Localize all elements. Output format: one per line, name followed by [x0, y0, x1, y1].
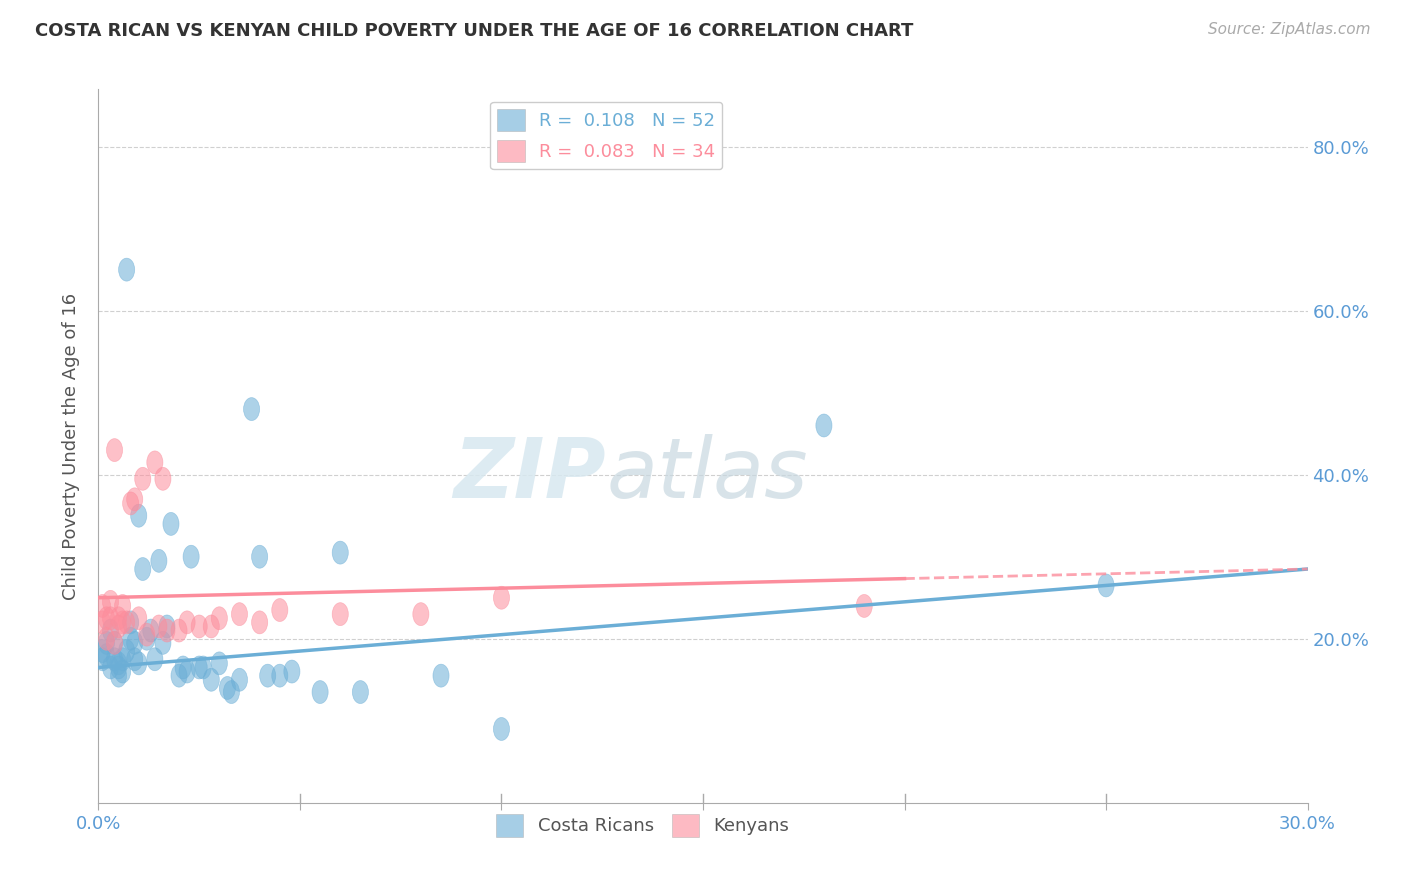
Ellipse shape — [94, 594, 111, 617]
Ellipse shape — [413, 603, 429, 625]
Ellipse shape — [146, 451, 163, 474]
Ellipse shape — [159, 615, 174, 638]
Ellipse shape — [122, 491, 139, 515]
Ellipse shape — [252, 545, 267, 568]
Ellipse shape — [155, 467, 172, 491]
Ellipse shape — [114, 660, 131, 683]
Text: Source: ZipAtlas.com: Source: ZipAtlas.com — [1208, 22, 1371, 37]
Ellipse shape — [135, 558, 150, 581]
Ellipse shape — [252, 611, 267, 634]
Ellipse shape — [111, 607, 127, 630]
Ellipse shape — [211, 652, 228, 675]
Ellipse shape — [111, 652, 127, 675]
Ellipse shape — [135, 467, 150, 491]
Ellipse shape — [118, 258, 135, 281]
Ellipse shape — [159, 619, 174, 642]
Ellipse shape — [98, 644, 114, 666]
Ellipse shape — [271, 665, 288, 687]
Ellipse shape — [183, 545, 200, 568]
Ellipse shape — [204, 615, 219, 638]
Ellipse shape — [122, 627, 139, 650]
Text: ZIP: ZIP — [454, 434, 606, 515]
Ellipse shape — [224, 681, 239, 704]
Ellipse shape — [191, 615, 207, 638]
Ellipse shape — [107, 632, 122, 655]
Text: COSTA RICAN VS KENYAN CHILD POVERTY UNDER THE AGE OF 16 CORRELATION CHART: COSTA RICAN VS KENYAN CHILD POVERTY UNDE… — [35, 22, 914, 40]
Ellipse shape — [139, 624, 155, 646]
Ellipse shape — [211, 607, 228, 630]
Ellipse shape — [94, 611, 111, 634]
Ellipse shape — [127, 648, 143, 671]
Ellipse shape — [98, 607, 114, 630]
Ellipse shape — [150, 615, 167, 638]
Ellipse shape — [163, 512, 179, 535]
Ellipse shape — [131, 504, 146, 527]
Ellipse shape — [131, 652, 146, 675]
Ellipse shape — [118, 611, 135, 634]
Ellipse shape — [494, 586, 509, 609]
Ellipse shape — [103, 656, 118, 679]
Ellipse shape — [143, 619, 159, 642]
Ellipse shape — [172, 665, 187, 687]
Ellipse shape — [107, 439, 122, 461]
Ellipse shape — [312, 681, 328, 704]
Ellipse shape — [174, 656, 191, 679]
Legend: Costa Ricans, Kenyans: Costa Ricans, Kenyans — [489, 807, 796, 844]
Ellipse shape — [150, 549, 167, 573]
Ellipse shape — [107, 632, 122, 655]
Ellipse shape — [204, 668, 219, 691]
Ellipse shape — [494, 717, 509, 740]
Ellipse shape — [195, 656, 211, 679]
Ellipse shape — [127, 632, 143, 655]
Ellipse shape — [114, 611, 131, 634]
Ellipse shape — [179, 660, 195, 683]
Ellipse shape — [114, 594, 131, 617]
Ellipse shape — [139, 627, 155, 650]
Ellipse shape — [332, 603, 349, 625]
Ellipse shape — [353, 681, 368, 704]
Ellipse shape — [243, 398, 260, 420]
Ellipse shape — [172, 619, 187, 642]
Ellipse shape — [179, 611, 195, 634]
Ellipse shape — [232, 603, 247, 625]
Ellipse shape — [103, 607, 118, 630]
Ellipse shape — [111, 615, 127, 638]
Ellipse shape — [131, 607, 146, 630]
Ellipse shape — [155, 632, 172, 655]
Ellipse shape — [219, 676, 235, 699]
Ellipse shape — [332, 541, 349, 564]
Ellipse shape — [103, 591, 118, 614]
Ellipse shape — [146, 648, 163, 671]
Ellipse shape — [94, 648, 111, 671]
Ellipse shape — [284, 660, 299, 683]
Ellipse shape — [191, 656, 207, 679]
Ellipse shape — [232, 668, 247, 691]
Ellipse shape — [111, 656, 127, 679]
Ellipse shape — [94, 640, 111, 663]
Y-axis label: Child Poverty Under the Age of 16: Child Poverty Under the Age of 16 — [62, 293, 80, 599]
Ellipse shape — [111, 665, 127, 687]
Ellipse shape — [856, 594, 872, 617]
Ellipse shape — [118, 640, 135, 663]
Ellipse shape — [1098, 574, 1114, 597]
Ellipse shape — [107, 648, 122, 671]
Ellipse shape — [433, 665, 449, 687]
Ellipse shape — [98, 632, 114, 655]
Ellipse shape — [815, 414, 832, 437]
Ellipse shape — [271, 599, 288, 622]
Ellipse shape — [260, 665, 276, 687]
Ellipse shape — [122, 611, 139, 634]
Ellipse shape — [98, 627, 114, 650]
Ellipse shape — [127, 488, 143, 511]
Text: atlas: atlas — [606, 434, 808, 515]
Ellipse shape — [103, 619, 118, 642]
Ellipse shape — [114, 648, 131, 671]
